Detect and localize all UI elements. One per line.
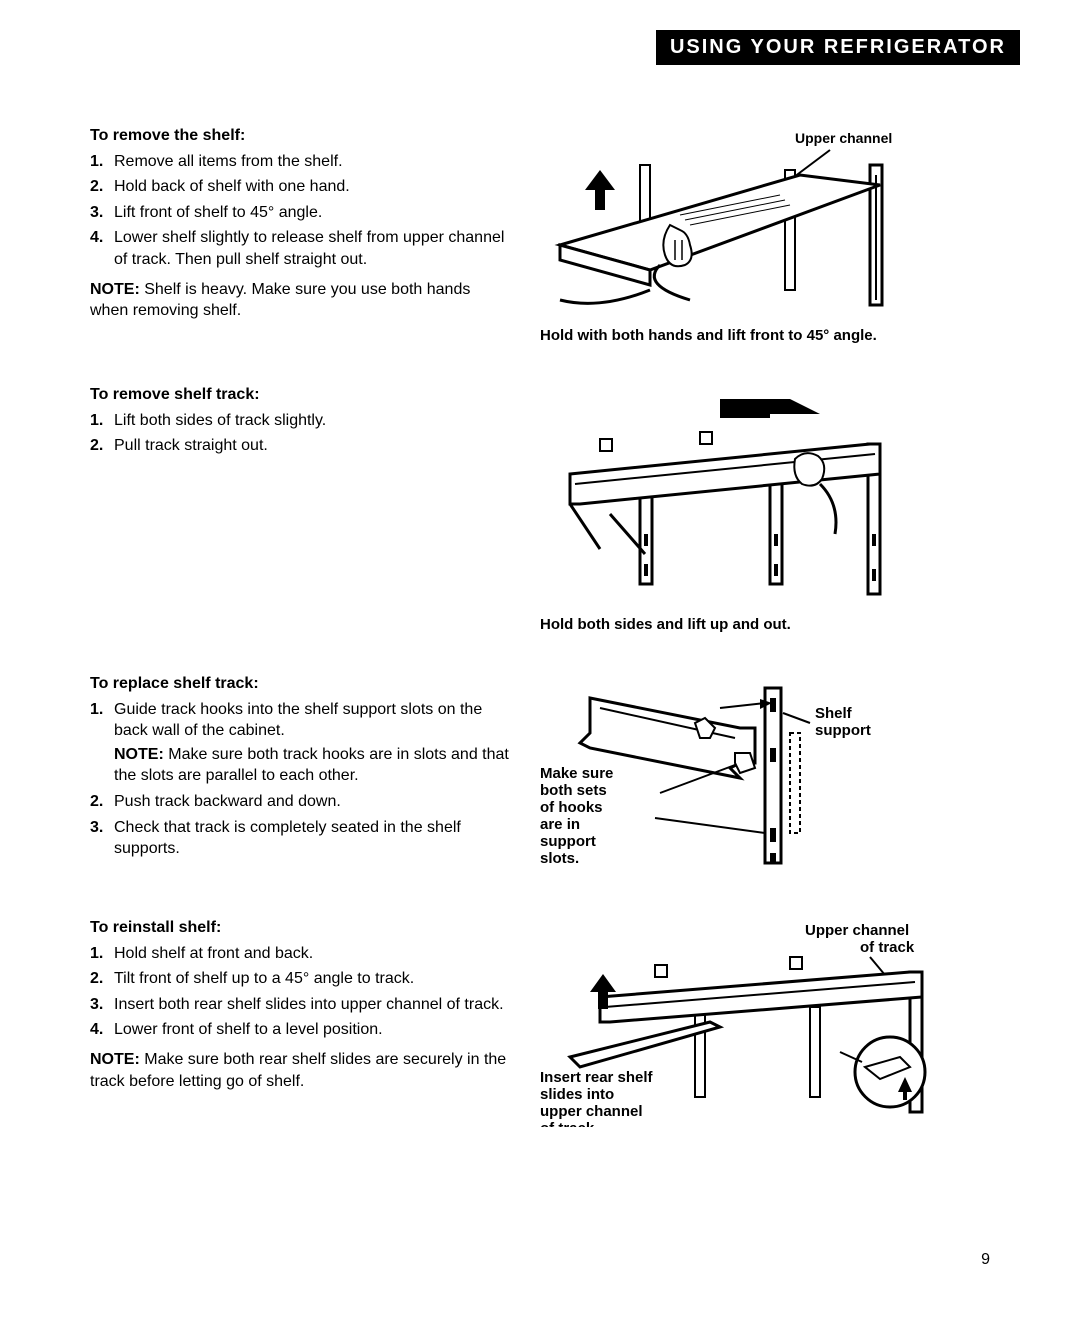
svg-text:Upper channel: Upper channel bbox=[795, 130, 892, 146]
s3-step3: Check that track is completely seated in… bbox=[114, 819, 461, 858]
svg-text:Shelf: Shelf bbox=[815, 705, 853, 722]
diagram-remove-shelf: Upper channel bbox=[540, 125, 910, 315]
section3-list: 1. Guide track hooks into the shelf supp… bbox=[90, 699, 510, 860]
diagram2-caption: Hold both sides and lift up and out. bbox=[540, 616, 990, 633]
svg-text:support: support bbox=[540, 833, 596, 850]
diagram-reinstall-shelf: Upper channel of track bbox=[540, 917, 940, 1127]
svg-text:Upper channel: Upper channel bbox=[805, 922, 909, 939]
svg-text:Make sure: Make sure bbox=[540, 765, 613, 782]
section2-list: 1. Lift both sides of track slightly. 2.… bbox=[90, 410, 510, 457]
s3-step2: Push track backward and down. bbox=[114, 793, 341, 810]
svg-text:both sets: both sets bbox=[540, 782, 607, 799]
svg-text:upper channel: upper channel bbox=[540, 1103, 643, 1120]
section1-list: 1. Remove all items from the shelf. 2. H… bbox=[90, 151, 510, 271]
s1-step3: Lift front of shelf to 45° angle. bbox=[114, 204, 322, 221]
section1-title: To remove the shelf: bbox=[90, 125, 510, 147]
svg-text:slots.: slots. bbox=[540, 850, 579, 867]
section1-note: NOTE: Shelf is heavy. Make sure you use … bbox=[90, 279, 510, 322]
page-number: 9 bbox=[90, 1251, 990, 1269]
diagram-remove-track bbox=[540, 384, 910, 604]
svg-text:slides into: slides into bbox=[540, 1086, 614, 1103]
svg-text:of track.: of track. bbox=[540, 1120, 598, 1127]
diagram1-caption: Hold with both hands and lift front to 4… bbox=[540, 327, 990, 344]
section4-note: NOTE: Make sure both rear shelf slides a… bbox=[90, 1049, 510, 1092]
s2-step2: Pull track straight out. bbox=[114, 437, 268, 454]
s1-step1: Remove all items from the shelf. bbox=[114, 153, 343, 170]
s4-step4: Lower front of shelf to a level position… bbox=[114, 1021, 383, 1038]
s4-step2: Tilt front of shelf up to a 45° angle to… bbox=[114, 970, 414, 987]
s1-step4: Lower shelf slightly to release shelf fr… bbox=[114, 229, 504, 268]
s1-step2: Hold back of shelf with one hand. bbox=[114, 178, 350, 195]
s3-step1: Guide track hooks into the shelf support… bbox=[114, 701, 482, 740]
section-header: USING YOUR REFRIGERATOR bbox=[656, 30, 1020, 65]
section3-title: To replace shelf track: bbox=[90, 673, 510, 695]
s4-step1: Hold shelf at front and back. bbox=[114, 945, 313, 962]
svg-text:of hooks: of hooks bbox=[540, 799, 603, 816]
section4-list: 1. Hold shelf at front and back. 2. Tilt… bbox=[90, 943, 510, 1041]
section2-title: To remove shelf track: bbox=[90, 384, 510, 406]
svg-text:are in: are in bbox=[540, 816, 580, 833]
svg-text:of track: of track bbox=[860, 939, 915, 956]
svg-text:Insert rear shelf: Insert rear shelf bbox=[540, 1069, 654, 1086]
diagram-replace-track: Shelf support Make sure both sets of hoo… bbox=[540, 673, 910, 873]
s2-step1: Lift both sides of track slightly. bbox=[114, 412, 326, 429]
s4-step3: Insert both rear shelf slides into upper… bbox=[114, 996, 504, 1013]
section4-title: To reinstall shelf: bbox=[90, 917, 510, 939]
svg-text:support: support bbox=[815, 722, 871, 739]
